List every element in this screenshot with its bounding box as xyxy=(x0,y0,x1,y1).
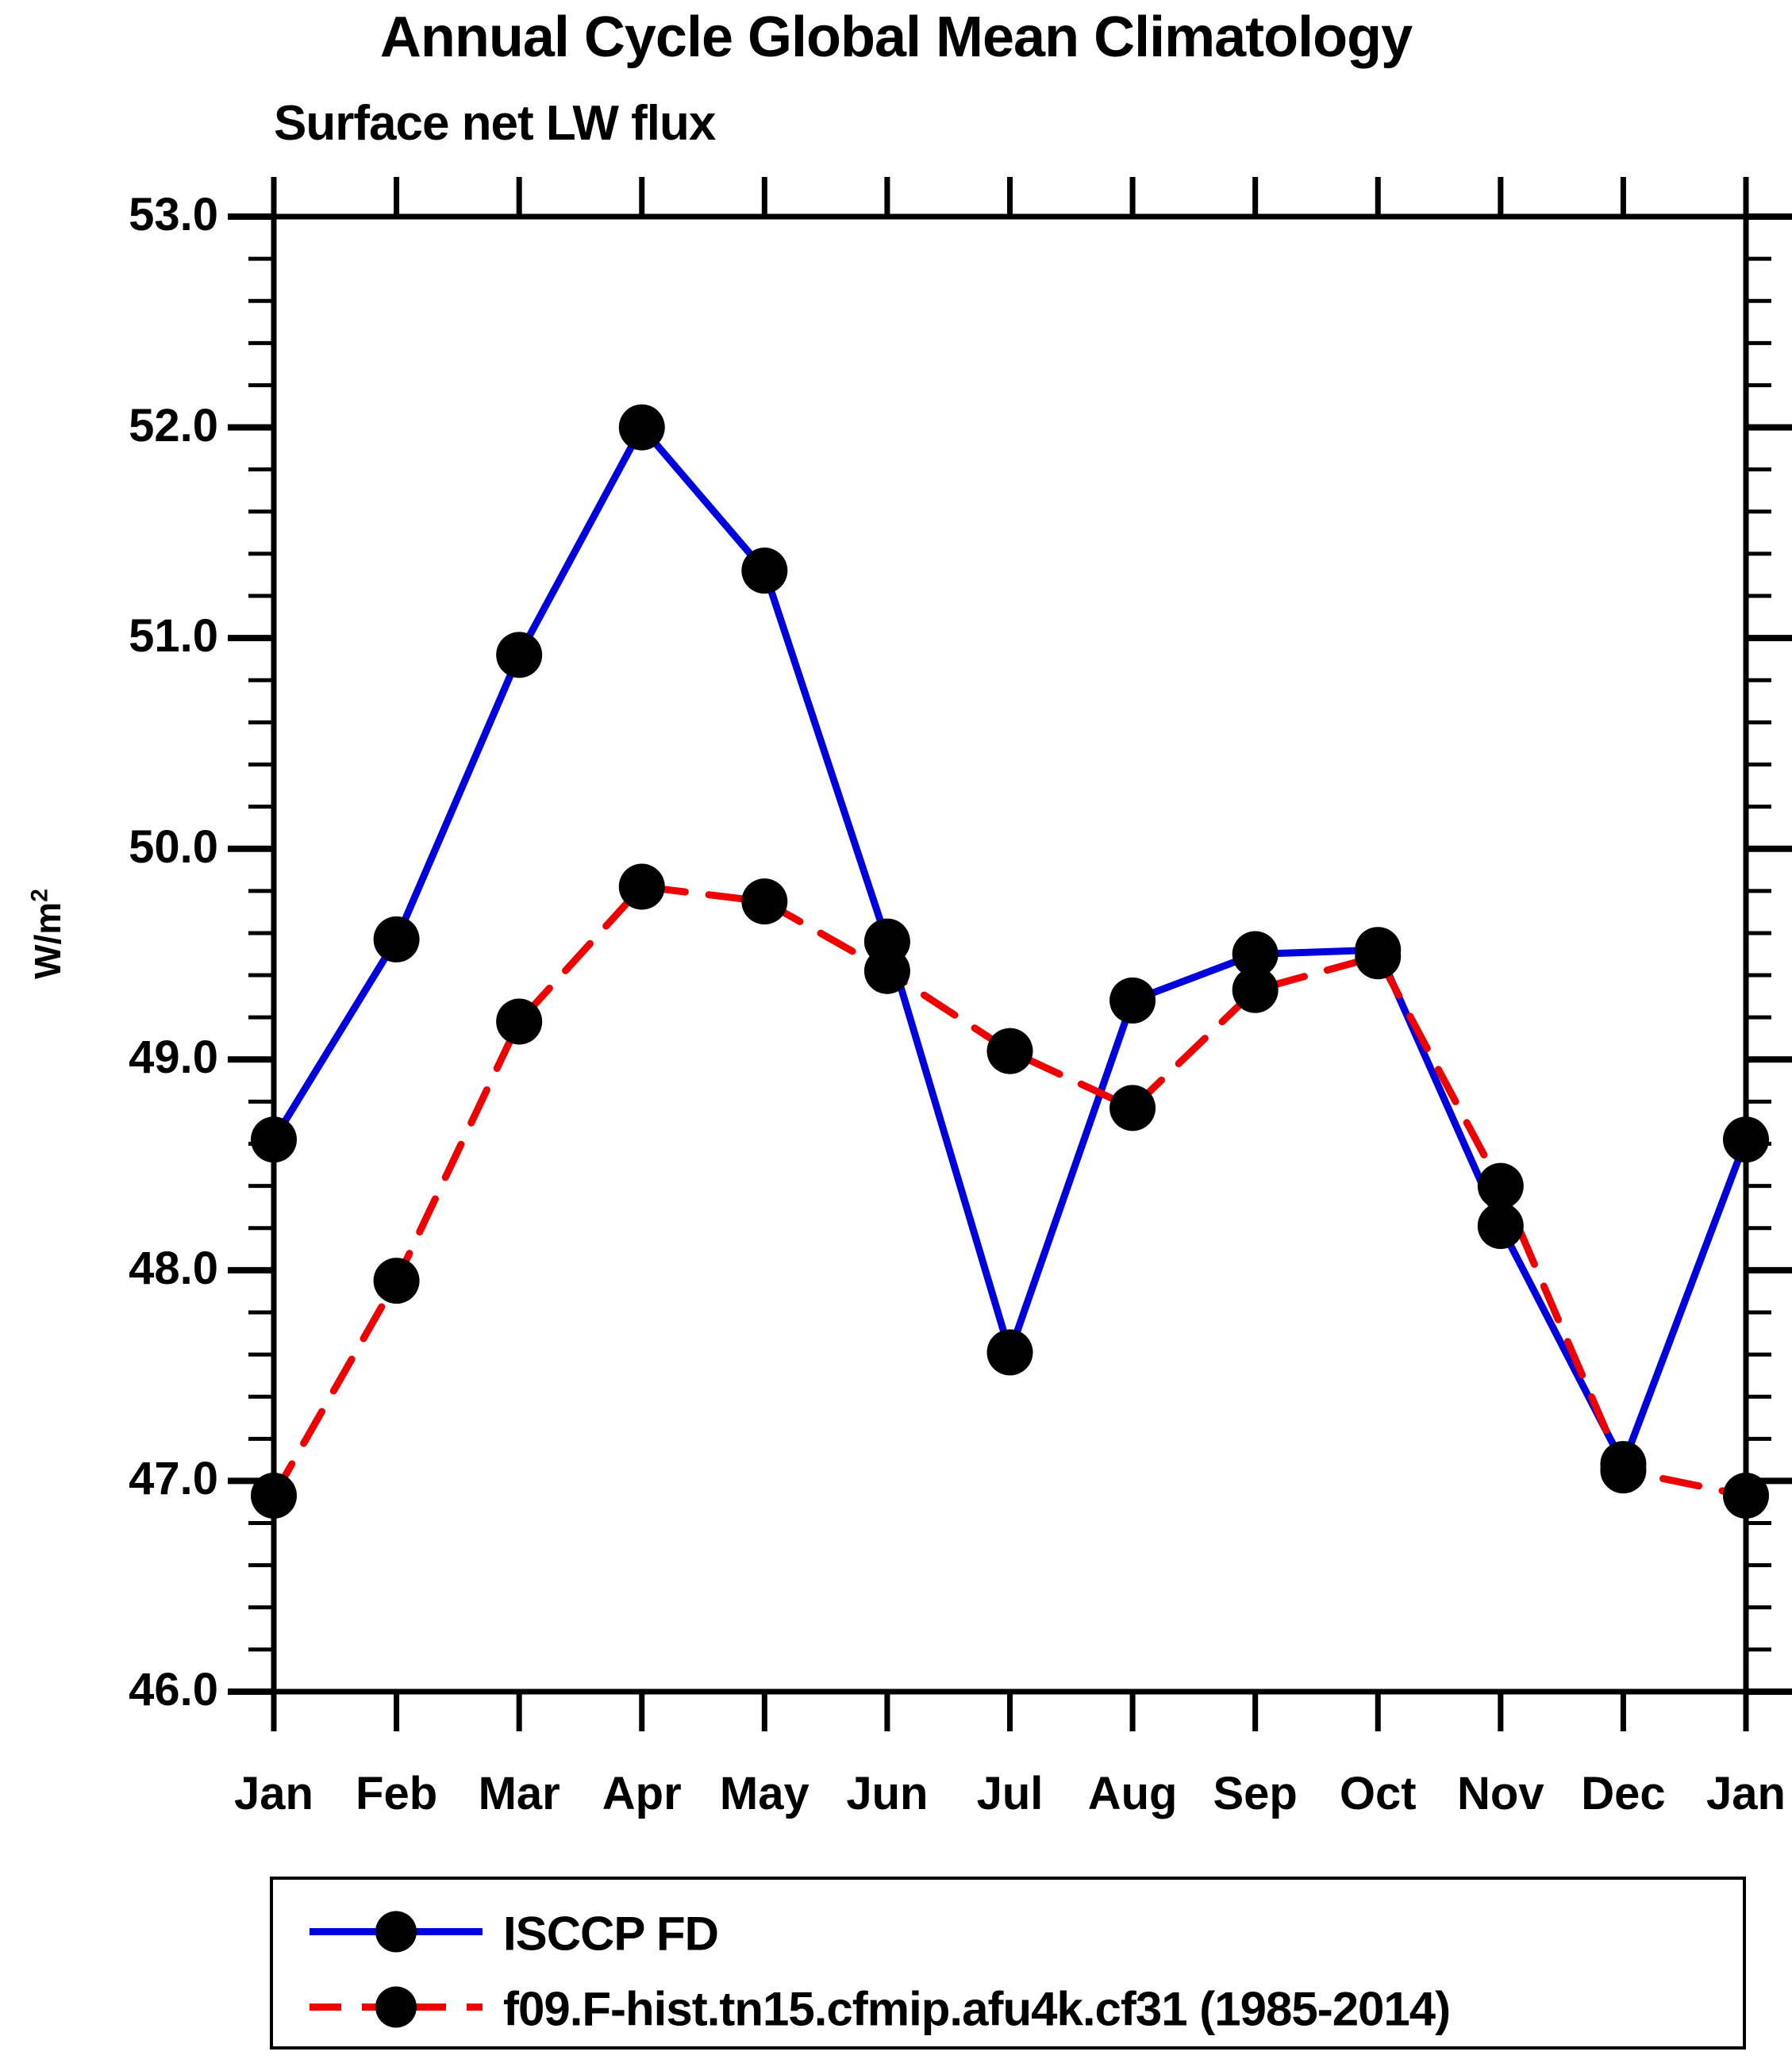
data-point-marker xyxy=(1109,977,1156,1024)
y-axis-ticks xyxy=(228,213,1792,1695)
legend: ISCCP FD f09.F-hist.tn15.cfmip.afu4k.cf31… xyxy=(270,1877,1746,2050)
y-tick-label: 52.0 xyxy=(129,399,218,451)
data-point-marker xyxy=(741,547,788,594)
x-tick-label: Oct xyxy=(1339,1768,1417,1819)
legend-swatch-2 xyxy=(305,1984,487,2035)
data-point-marker xyxy=(863,947,910,994)
x-tick-label: Jan xyxy=(234,1768,313,1819)
y-tick-label: 48.0 xyxy=(129,1242,218,1294)
x-tick-label: Apr xyxy=(602,1768,682,1819)
data-point-marker xyxy=(373,1258,420,1304)
data-point-marker xyxy=(986,1329,1033,1376)
data-point-marker xyxy=(1232,931,1279,978)
page-title: Annual Cycle Global Mean Climatology xyxy=(379,6,1413,69)
legend-entry-1[interactable]: ISCCP FD xyxy=(273,1894,1743,1973)
data-point-marker xyxy=(251,1473,297,1519)
data-point-marker xyxy=(1477,1162,1524,1209)
chart-subtitle: Surface net LW flux xyxy=(274,96,716,151)
x-tick-label: Jan xyxy=(1706,1768,1786,1819)
y-tick-label: 53.0 xyxy=(129,189,218,240)
data-point-marker xyxy=(741,878,788,925)
x-tick-label: May xyxy=(719,1768,809,1819)
data-point-marker xyxy=(251,1116,297,1163)
data-point-marker xyxy=(618,863,665,910)
legend-label-2: f09.F-hist.tn15.cfmip.afu4k.cf31 (1985-2… xyxy=(503,1982,1451,2036)
data-point-marker xyxy=(496,998,543,1045)
series-line-1 xyxy=(270,424,1750,1468)
y-tick-label: 51.0 xyxy=(129,610,218,663)
series-markers xyxy=(251,404,1769,1519)
axis-frame-rect xyxy=(271,213,1749,1695)
axis-frame xyxy=(271,213,1749,1695)
legend-marker-icon xyxy=(375,1986,417,2028)
x-tick-label: Mar xyxy=(478,1768,560,1819)
data-point-marker xyxy=(496,632,543,678)
x-tick-label: Dec xyxy=(1581,1768,1666,1819)
x-tick-label: Jul xyxy=(976,1768,1044,1819)
legend-line-icon xyxy=(310,1911,483,1953)
legend-swatch-1 xyxy=(305,1908,487,1960)
x-tick-label: Nov xyxy=(1457,1768,1544,1819)
y-tick-label: 47.0 xyxy=(129,1453,218,1505)
x-tick-label: Sep xyxy=(1213,1768,1298,1819)
data-point-marker xyxy=(1477,1203,1524,1250)
data-point-marker xyxy=(1232,966,1279,1013)
x-axis-ticks xyxy=(271,177,1749,1731)
data-point-marker xyxy=(373,916,420,962)
legend-entry-2[interactable]: f09.F-hist.tn15.cfmip.afu4k.cf31 (1985-2… xyxy=(273,1969,1743,2049)
data-point-marker xyxy=(618,404,665,451)
series-line-2 xyxy=(270,883,1750,1500)
legend-marker-icon xyxy=(375,1911,417,1953)
y-tick-label: 46.0 xyxy=(129,1664,218,1715)
legend-line-icon xyxy=(310,1986,483,2028)
data-point-marker xyxy=(1109,1085,1156,1131)
x-tick-label: Aug xyxy=(1087,1768,1178,1819)
data-point-marker xyxy=(1723,1116,1769,1163)
data-point-marker xyxy=(1723,1473,1769,1519)
y-tick-label: 49.0 xyxy=(129,1032,218,1084)
x-tick-label: Jun xyxy=(846,1768,929,1819)
y-tick-label: 50.0 xyxy=(129,820,218,873)
legend-label-1: ISCCP FD xyxy=(503,1907,719,1961)
data-point-marker xyxy=(1355,933,1402,980)
data-point-marker xyxy=(1600,1447,1647,1494)
data-point-marker xyxy=(986,1028,1033,1074)
x-tick-label: Feb xyxy=(356,1768,438,1819)
